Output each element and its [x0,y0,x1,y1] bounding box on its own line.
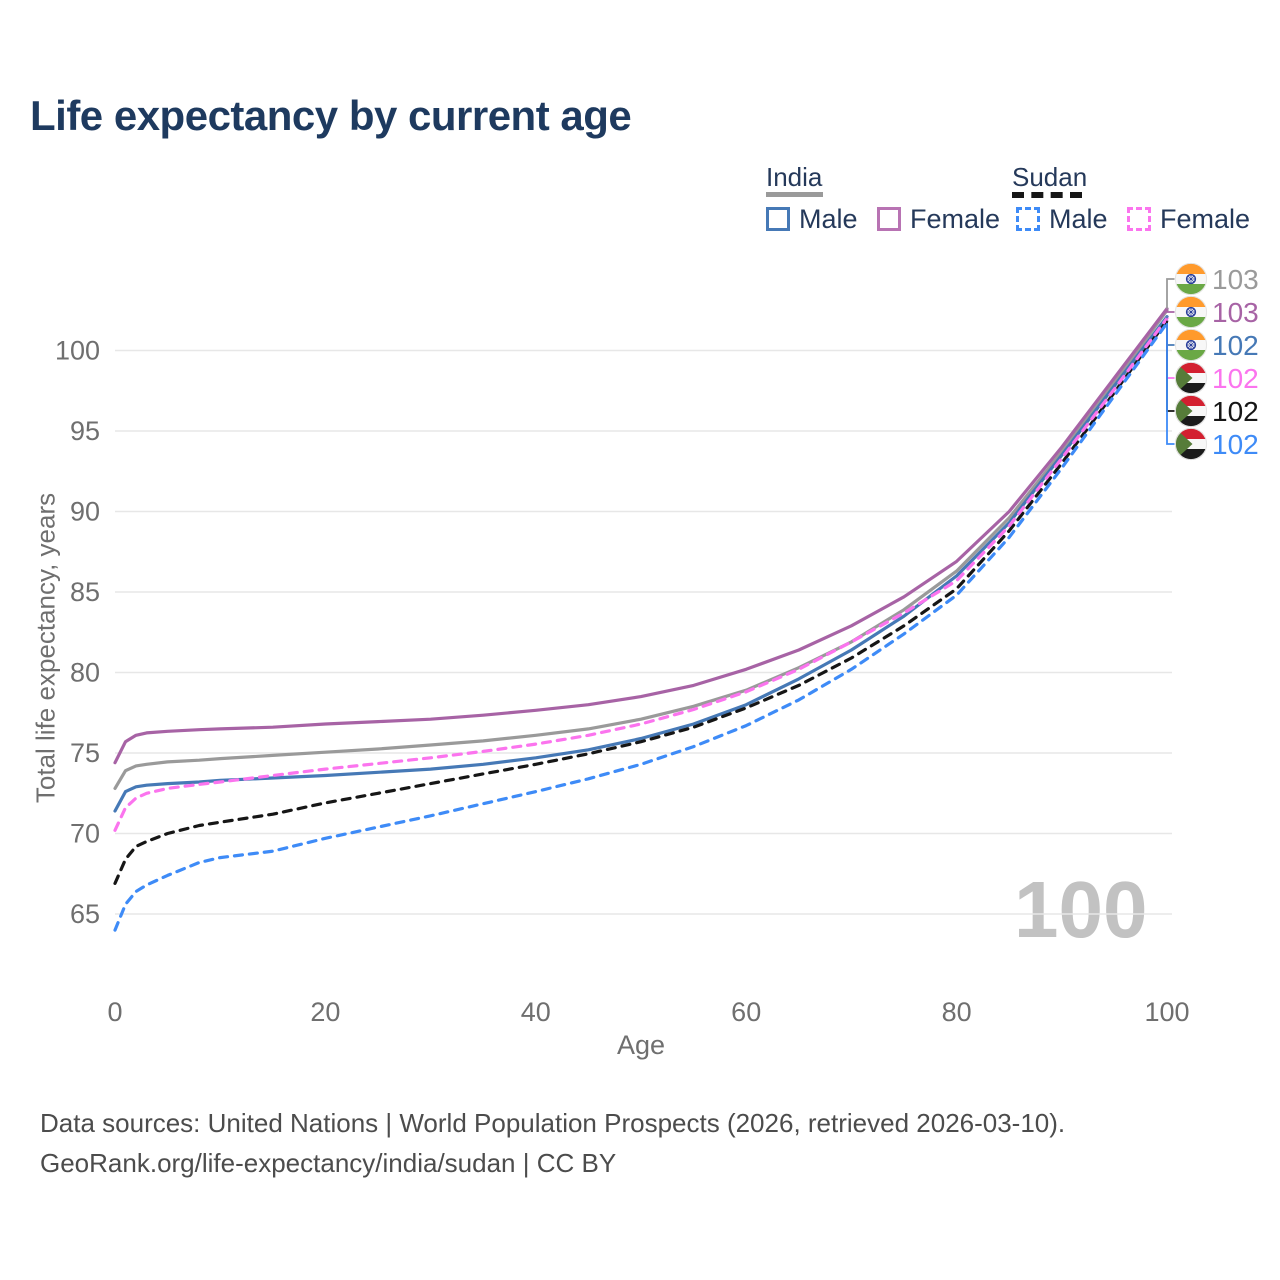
series-line-india-female [113,307,1169,765]
end-connector [1166,278,1175,311]
sudan-flag-icon [1174,427,1208,461]
legend-india-line-sample [766,192,823,197]
current-age-watermark: 100 [1014,865,1148,954]
data-source-line2: GeoRank.org/life-expectancy/india/sudan … [40,1148,617,1178]
end-connector [1166,318,1175,379]
end-value-label: 102 [1212,396,1259,427]
legend-india-label: India [766,162,823,192]
legend-sudan-female-label[interactable]: Female [1160,204,1251,234]
end-value-label: 102 [1212,429,1259,460]
x-tick-label: 80 [942,997,972,1027]
end-value-label: 102 [1212,363,1259,394]
y-axis-title: Total life expectancy, years [30,492,61,804]
end-connector [1166,320,1175,412]
y-tick-label: 90 [70,497,100,527]
y-tick-label: 70 [70,819,100,849]
legend-sudan-male-swatch[interactable] [1016,207,1040,231]
x-tick-label: 60 [731,997,761,1027]
y-tick-label: 75 [70,738,100,768]
y-tick-label: 100 [55,336,100,366]
page-title: Life expectancy by current age [30,92,632,139]
sudan-flag-icon [1174,361,1208,395]
legend-sudan-male-label[interactable]: Male [1049,204,1108,234]
india-flag-icon [1174,295,1208,329]
end-value-label: 103 [1212,264,1259,295]
series-line-sudan-total [113,319,1169,886]
legend-india-male-swatch[interactable] [766,207,790,231]
end-value-label: 103 [1212,297,1259,328]
legend-india-female-label[interactable]: Female [910,204,1001,234]
end-connector [1166,323,1175,445]
series-line-sudan-female [113,316,1169,832]
legend-sudan-label: Sudan [1012,162,1088,192]
x-tick-label: 40 [521,997,551,1027]
series-line-india-male [113,315,1169,813]
sudan-flag-icon [1174,394,1208,428]
y-tick-label: 95 [70,416,100,446]
x-tick-label: 100 [1144,997,1189,1027]
y-tick-label: 65 [70,899,100,929]
legend-india-male-label[interactable]: Male [799,204,858,234]
x-tick-label: 0 [107,997,122,1027]
x-tick-label: 20 [310,997,340,1027]
y-tick-label: 85 [70,577,100,607]
end-connector [1166,308,1175,313]
legend-sudan-female-swatch[interactable] [1127,207,1151,231]
legend-india-female-swatch[interactable] [877,207,901,231]
end-value-label: 102 [1212,330,1259,361]
series-line-sudan-male [113,321,1169,932]
data-source-line1: Data sources: United Nations | World Pop… [40,1108,1066,1138]
series-line-india-total [113,308,1169,791]
x-axis-title: Age [616,1030,666,1060]
legend-sudan-line-sample [1012,192,1082,198]
y-tick-label: 80 [70,658,100,688]
india-flag-icon [1174,328,1208,362]
india-flag-icon [1174,262,1208,296]
